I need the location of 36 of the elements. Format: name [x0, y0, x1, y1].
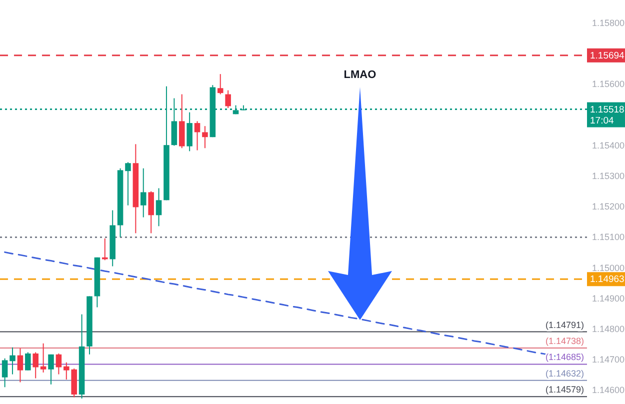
candlestick [125, 162, 131, 206]
y-tick-label: 1.15600 [592, 79, 625, 90]
candlestick [186, 112, 192, 152]
candlestick [48, 354, 54, 385]
ref-line-label: (1.14579) [545, 384, 584, 395]
candlestick [40, 342, 46, 373]
candlestick [217, 74, 224, 95]
ref-line-label: 1.15694 [590, 50, 624, 62]
y-tick-label: 1.15000 [592, 262, 625, 273]
y-tick-label: 1.14600 [592, 385, 625, 396]
y-tick-label: 1.15100 [592, 232, 625, 242]
y-tick-label: 1.14700 [592, 354, 625, 365]
candlestick [148, 190, 154, 234]
y-tick-label: 1.15300 [592, 170, 625, 181]
candlestick [10, 346, 16, 375]
ref-line-label: 1.14963 [590, 274, 624, 286]
y-tick-label: 1.15800 [592, 18, 625, 28]
ref-line-label: (1.14632) [545, 368, 584, 378]
annotation: LMAO [344, 69, 377, 81]
y-tick-label: 1.15400 [592, 140, 625, 150]
ref-line-label: 1.15518 17:04 [590, 104, 624, 126]
y-tick-label: 1.15200 [592, 202, 625, 212]
y-tick-label: 1.14800 [592, 324, 625, 334]
candlestick [225, 90, 231, 109]
candlestick [32, 352, 38, 379]
candlestick [25, 352, 31, 371]
candlestick [140, 168, 146, 218]
candlestick [17, 348, 24, 383]
candlestick [194, 120, 200, 151]
ref-line-label: (1.14791) [545, 320, 584, 330]
candlestick [2, 358, 8, 388]
candlestick [156, 188, 162, 227]
y-tick-label: 1.14900 [592, 293, 625, 304]
candlestick [56, 353, 62, 375]
candlestick [202, 126, 208, 149]
ref-line-label: (1.14738) [545, 336, 584, 346]
